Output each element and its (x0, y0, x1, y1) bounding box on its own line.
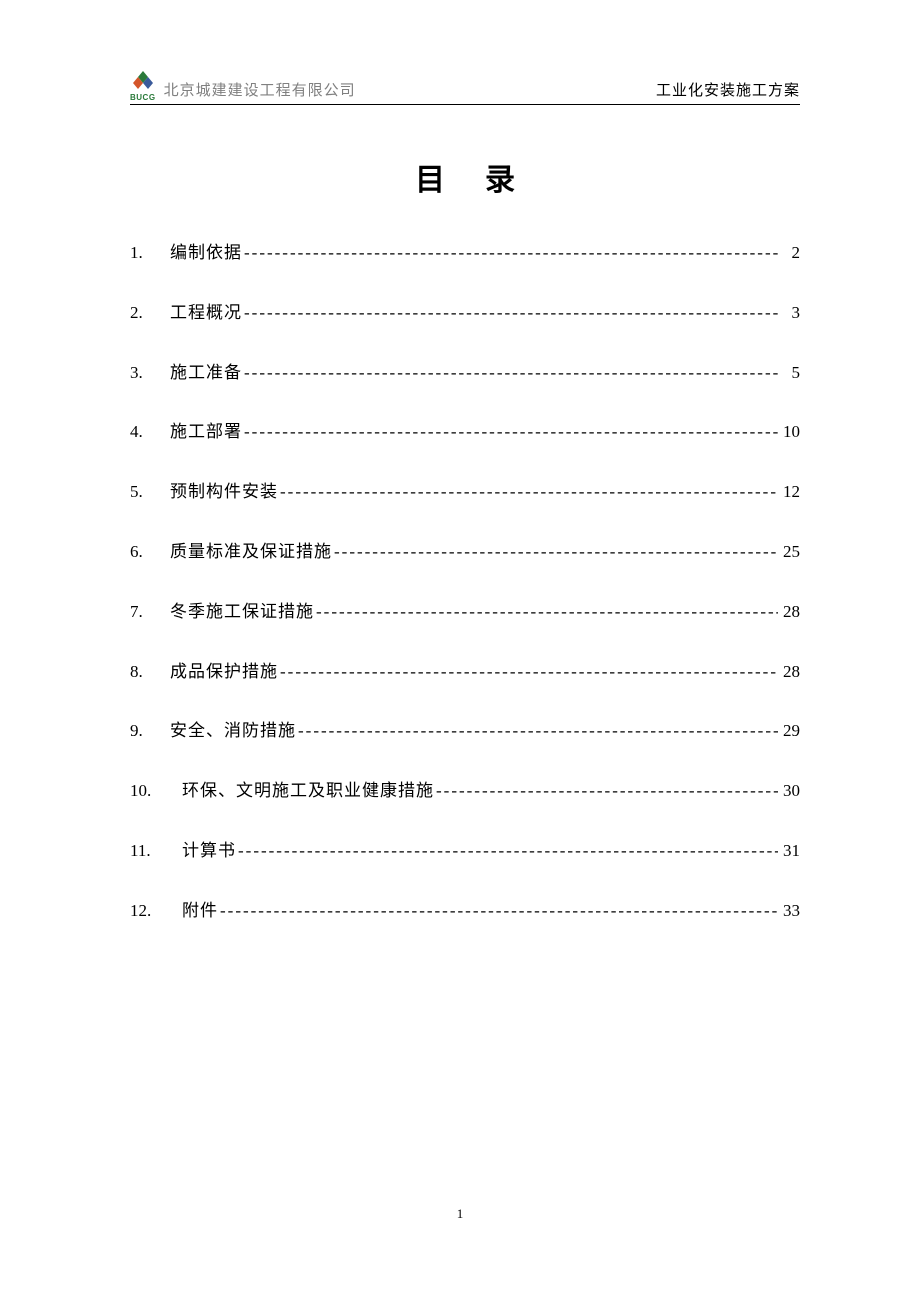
toc-item-page: 3 (778, 301, 800, 325)
toc-item-page: 30 (778, 779, 800, 803)
toc-item: 8.成品保护措施--------------------------------… (130, 660, 800, 684)
toc-item-number: 6. (130, 540, 170, 564)
toc-item: 2.工程概况----------------------------------… (130, 301, 800, 325)
toc-item-page: 10 (778, 420, 800, 444)
toc-leader: ----------------------------------------… (434, 779, 778, 803)
toc-leader: ----------------------------------------… (218, 899, 778, 923)
toc-leader: ----------------------------------------… (278, 480, 778, 504)
toc-item-text: 计算书 (182, 839, 236, 863)
toc-item-text: 成品保护措施 (170, 660, 278, 684)
toc-item-page: 12 (778, 480, 800, 504)
toc-item-text: 工程概况 (170, 301, 242, 325)
toc-item-text: 施工部署 (170, 420, 242, 444)
toc-item: 4.施工部署----------------------------------… (130, 420, 800, 444)
company-name: 北京城建建设工程有限公司 (164, 79, 356, 100)
toc-item-number: 12. (130, 899, 182, 923)
toc-leader: ----------------------------------------… (278, 660, 778, 684)
toc-item-number: 1. (130, 241, 170, 265)
toc-leader: ----------------------------------------… (242, 420, 778, 444)
toc-leader: ----------------------------------------… (314, 600, 778, 624)
toc-item-number: 3. (130, 361, 170, 385)
toc-item-page: 28 (778, 660, 800, 684)
toc-item-number: 8. (130, 660, 170, 684)
toc-item-number: 5. (130, 480, 170, 504)
toc-item: 12.附件-----------------------------------… (130, 899, 800, 923)
toc-item-text: 安全、消防措施 (170, 719, 296, 743)
toc-leader: ----------------------------------------… (242, 361, 778, 385)
toc-item-text: 预制构件安装 (170, 480, 278, 504)
toc-item-page: 25 (778, 540, 800, 564)
toc-item-page: 31 (778, 839, 800, 863)
toc-item: 1.编制依据----------------------------------… (130, 241, 800, 265)
document-page: BUCG 北京城建建设工程有限公司 工业化安装施工方案 目录 1.编制依据---… (0, 0, 920, 923)
toc-item-number: 11. (130, 839, 182, 863)
logo-text: BUCG (130, 93, 156, 102)
toc-item-page: 5 (778, 361, 800, 385)
toc-item-page: 29 (778, 719, 800, 743)
toc-item-text: 环保、文明施工及职业健康措施 (182, 779, 434, 803)
document-type-label: 工业化安装施工方案 (656, 79, 800, 100)
toc-item: 3.施工准备----------------------------------… (130, 361, 800, 385)
company-logo: BUCG (130, 70, 156, 102)
header-left: BUCG 北京城建建设工程有限公司 (130, 70, 356, 100)
toc-item: 5.预制构件安装--------------------------------… (130, 480, 800, 504)
toc-leader: ----------------------------------------… (296, 719, 778, 743)
page-header: BUCG 北京城建建设工程有限公司 工业化安装施工方案 (130, 70, 800, 105)
toc-leader: ----------------------------------------… (332, 540, 778, 564)
toc-item-number: 10. (130, 779, 182, 803)
toc-item-text: 附件 (182, 899, 218, 923)
toc-item-number: 4. (130, 420, 170, 444)
toc-leader: ----------------------------------------… (242, 301, 778, 325)
toc-item: 7.冬季施工保证措施------------------------------… (130, 600, 800, 624)
toc-list: 1.编制依据----------------------------------… (130, 241, 800, 923)
logo-icon (132, 70, 154, 92)
page-number: 1 (0, 1206, 920, 1222)
toc-item: 9.安全、消防措施-------------------------------… (130, 719, 800, 743)
toc-item-text: 质量标准及保证措施 (170, 540, 332, 564)
toc-title: 目录 (130, 155, 800, 199)
toc-item-text: 冬季施工保证措施 (170, 600, 314, 624)
toc-item-page: 33 (778, 899, 800, 923)
toc-item: 10.环保、文明施工及职业健康措施-----------------------… (130, 779, 800, 803)
toc-item-number: 9. (130, 719, 170, 743)
toc-item-number: 7. (130, 600, 170, 624)
toc-item: 6.质量标准及保证措施-----------------------------… (130, 540, 800, 564)
toc-item-text: 编制依据 (170, 241, 242, 265)
toc-item-page: 2 (778, 241, 800, 265)
toc-item-page: 28 (778, 600, 800, 624)
toc-item-text: 施工准备 (170, 361, 242, 385)
toc-item: 11.计算书----------------------------------… (130, 839, 800, 863)
toc-leader: ----------------------------------------… (236, 839, 778, 863)
toc-leader: ----------------------------------------… (242, 241, 778, 265)
toc-item-number: 2. (130, 301, 170, 325)
